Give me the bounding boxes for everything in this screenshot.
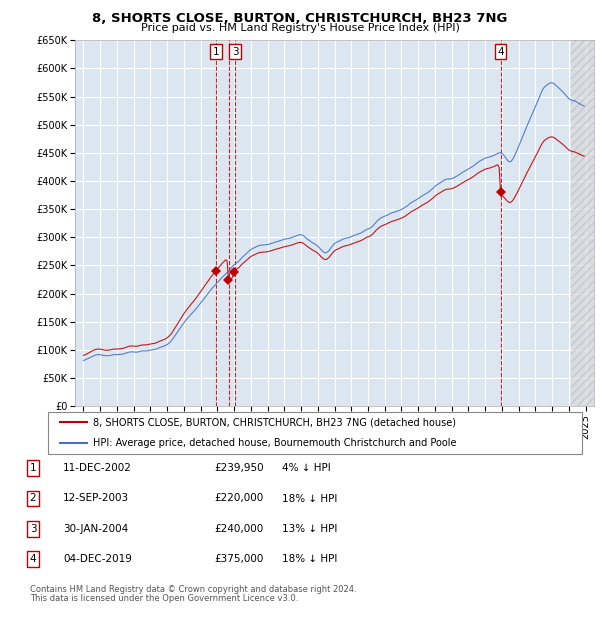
Text: £240,000: £240,000 [215,524,264,534]
Text: 3: 3 [232,46,239,56]
Text: This data is licensed under the Open Government Licence v3.0.: This data is licensed under the Open Gov… [30,593,298,603]
Text: 12-SEP-2003: 12-SEP-2003 [63,494,129,503]
Text: 2: 2 [29,494,37,503]
Text: 11-DEC-2002: 11-DEC-2002 [63,463,132,473]
FancyBboxPatch shape [48,412,582,454]
Text: 13% ↓ HPI: 13% ↓ HPI [282,524,337,534]
Text: 4: 4 [29,554,37,564]
Text: 3: 3 [29,524,37,534]
Text: 8, SHORTS CLOSE, BURTON, CHRISTCHURCH, BH23 7NG (detached house): 8, SHORTS CLOSE, BURTON, CHRISTCHURCH, B… [94,417,457,427]
Text: £375,000: £375,000 [215,554,264,564]
Text: HPI: Average price, detached house, Bournemouth Christchurch and Poole: HPI: Average price, detached house, Bour… [94,438,457,448]
Text: 04-DEC-2019: 04-DEC-2019 [63,554,132,564]
Text: 4: 4 [497,46,504,56]
Text: 1: 1 [29,463,37,473]
Text: £239,950: £239,950 [214,463,264,473]
Text: 18% ↓ HPI: 18% ↓ HPI [282,494,337,503]
Text: £220,000: £220,000 [215,494,264,503]
Text: Contains HM Land Registry data © Crown copyright and database right 2024.: Contains HM Land Registry data © Crown c… [30,585,356,594]
Text: Price paid vs. HM Land Registry's House Price Index (HPI): Price paid vs. HM Land Registry's House … [140,23,460,33]
Text: 8, SHORTS CLOSE, BURTON, CHRISTCHURCH, BH23 7NG: 8, SHORTS CLOSE, BURTON, CHRISTCHURCH, B… [92,12,508,25]
Text: 18% ↓ HPI: 18% ↓ HPI [282,554,337,564]
Bar [571,40,596,406]
Text: 1: 1 [213,46,220,56]
Text: 30-JAN-2004: 30-JAN-2004 [63,524,128,534]
Text: 4% ↓ HPI: 4% ↓ HPI [282,463,331,473]
